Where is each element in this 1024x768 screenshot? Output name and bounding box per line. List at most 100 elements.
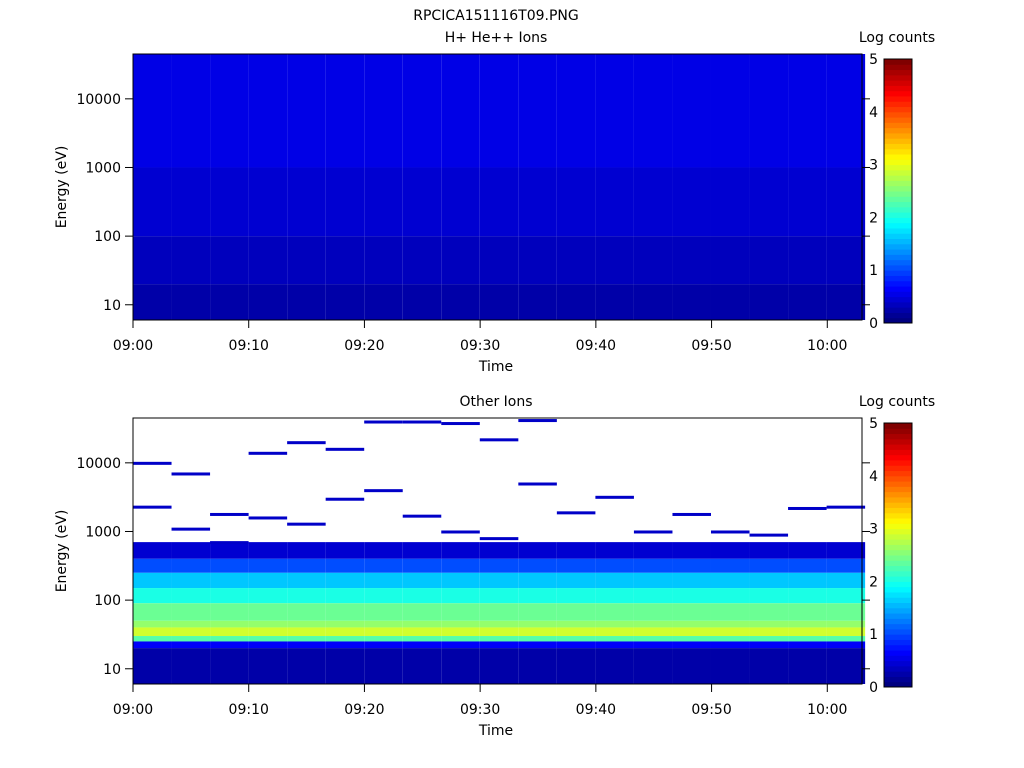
heatmap-cell xyxy=(210,627,249,637)
heatmap-cell xyxy=(788,648,827,684)
colorbar-swatch xyxy=(884,122,912,129)
heatmap-cell xyxy=(518,542,557,559)
heatmap-cell xyxy=(133,558,172,573)
sparse-count-line xyxy=(479,438,519,442)
heatmap-cell xyxy=(749,284,789,320)
colorbar-swatch xyxy=(884,523,912,530)
heatmap-cell xyxy=(672,542,711,559)
heatmap-cell xyxy=(248,558,288,573)
colorbar-swatch xyxy=(884,95,912,102)
heatmap-cell xyxy=(133,167,172,237)
sparse-count-line xyxy=(441,422,480,426)
heatmap-cell xyxy=(402,542,442,559)
x-tick-label: 09:00 xyxy=(113,338,153,354)
heatmap-cell xyxy=(441,54,480,168)
colorbar-swatch xyxy=(884,80,912,86)
heatmap-cell xyxy=(287,572,326,589)
colorbar-swatch xyxy=(884,85,912,92)
heatmap-cell xyxy=(672,603,711,621)
x-tick-label: 09:20 xyxy=(344,338,384,354)
heatmap-cell xyxy=(248,627,288,637)
heatmap-cell xyxy=(402,588,442,604)
heatmap-cell xyxy=(749,54,789,168)
sparse-count-line xyxy=(518,482,557,486)
colorbar-swatch xyxy=(884,628,912,635)
heatmap-cell xyxy=(633,167,673,237)
heatmap-cell xyxy=(171,284,211,320)
heatmap-cell xyxy=(287,627,326,637)
heatmap-cell xyxy=(749,636,789,642)
heatmap-cell xyxy=(402,167,442,237)
colorbar-swatch xyxy=(884,681,912,688)
heatmap-cell xyxy=(479,648,519,684)
heatmap-cell xyxy=(710,588,750,604)
heatmap-cell xyxy=(325,558,365,573)
colorbar-swatch xyxy=(884,565,912,572)
heatmap-cell xyxy=(325,648,365,684)
y-tick-label: 100 xyxy=(94,229,121,245)
sparse-count-line xyxy=(402,514,442,518)
heatmap-cell xyxy=(364,627,403,637)
colorbar-swatch xyxy=(884,217,912,224)
heatmap-cell xyxy=(633,236,673,285)
heatmap-cell xyxy=(672,54,711,168)
colorbar-swatch xyxy=(884,101,912,108)
heatmap-cell xyxy=(248,648,288,684)
colorbar-swatch xyxy=(884,317,912,324)
panel-2-plot-frame xyxy=(132,417,863,685)
heatmap-cell xyxy=(441,603,480,621)
heatmap-cell xyxy=(325,588,365,604)
y-tick-label: 10 xyxy=(103,662,121,678)
heatmap-cell xyxy=(518,641,557,649)
heatmap-cell xyxy=(441,558,480,573)
heatmap-cell xyxy=(826,588,866,604)
heatmap-cell xyxy=(633,627,673,637)
colorbar-swatch xyxy=(884,275,912,282)
heatmap-cell xyxy=(248,636,288,642)
heatmap-cell xyxy=(749,236,789,285)
heatmap-cell xyxy=(171,572,211,589)
heatmap-cell xyxy=(441,636,480,642)
colorbar-swatch xyxy=(884,69,912,76)
colorbar-swatch xyxy=(884,644,912,651)
heatmap-cell xyxy=(826,167,866,237)
colorbar-swatch xyxy=(884,665,912,672)
panel-2-y-ticks: 10 100 1000 10000 xyxy=(76,456,870,678)
heatmap-cell xyxy=(633,648,673,684)
colorbar-swatch xyxy=(884,502,912,508)
heatmap-cell xyxy=(556,588,596,604)
x-tick-label: 09:50 xyxy=(691,702,731,718)
colorbar-swatch xyxy=(884,249,912,255)
heatmap-cell xyxy=(325,572,365,589)
heatmap-cell xyxy=(788,167,827,237)
heatmap-cell xyxy=(325,627,365,637)
heatmap-cell xyxy=(248,542,288,559)
colorbar-swatch xyxy=(884,555,912,561)
heatmap-cell xyxy=(210,284,249,320)
heatmap-cell xyxy=(672,627,711,637)
heatmap-cell xyxy=(210,641,249,649)
heatmap-cell xyxy=(171,641,211,649)
colorbar-tick-label: 3 xyxy=(869,522,878,538)
colorbar-swatch xyxy=(884,518,912,524)
heatmap-cell xyxy=(402,620,442,628)
heatmap-cell xyxy=(402,54,442,168)
heatmap-cell xyxy=(595,648,634,684)
sparse-count-line xyxy=(556,511,596,515)
colorbar-swatch xyxy=(884,74,912,81)
colorbar-swatch xyxy=(884,586,912,593)
colorbar-tick-label: 2 xyxy=(869,574,878,590)
colorbar-swatch xyxy=(884,465,912,472)
heatmap-cell xyxy=(287,284,326,320)
colorbar-swatch xyxy=(884,623,912,630)
colorbar-swatch xyxy=(884,201,912,208)
heatmap-cell xyxy=(479,167,519,237)
heatmap-cell xyxy=(479,588,519,604)
heatmap-cell xyxy=(710,542,750,559)
y-tick-label: 1000 xyxy=(85,524,121,540)
heatmap-cell xyxy=(210,648,249,684)
colorbar-swatch xyxy=(884,591,912,598)
colorbar-swatch xyxy=(884,602,912,609)
heatmap-cell xyxy=(633,603,673,621)
heatmap-cell xyxy=(210,558,249,573)
